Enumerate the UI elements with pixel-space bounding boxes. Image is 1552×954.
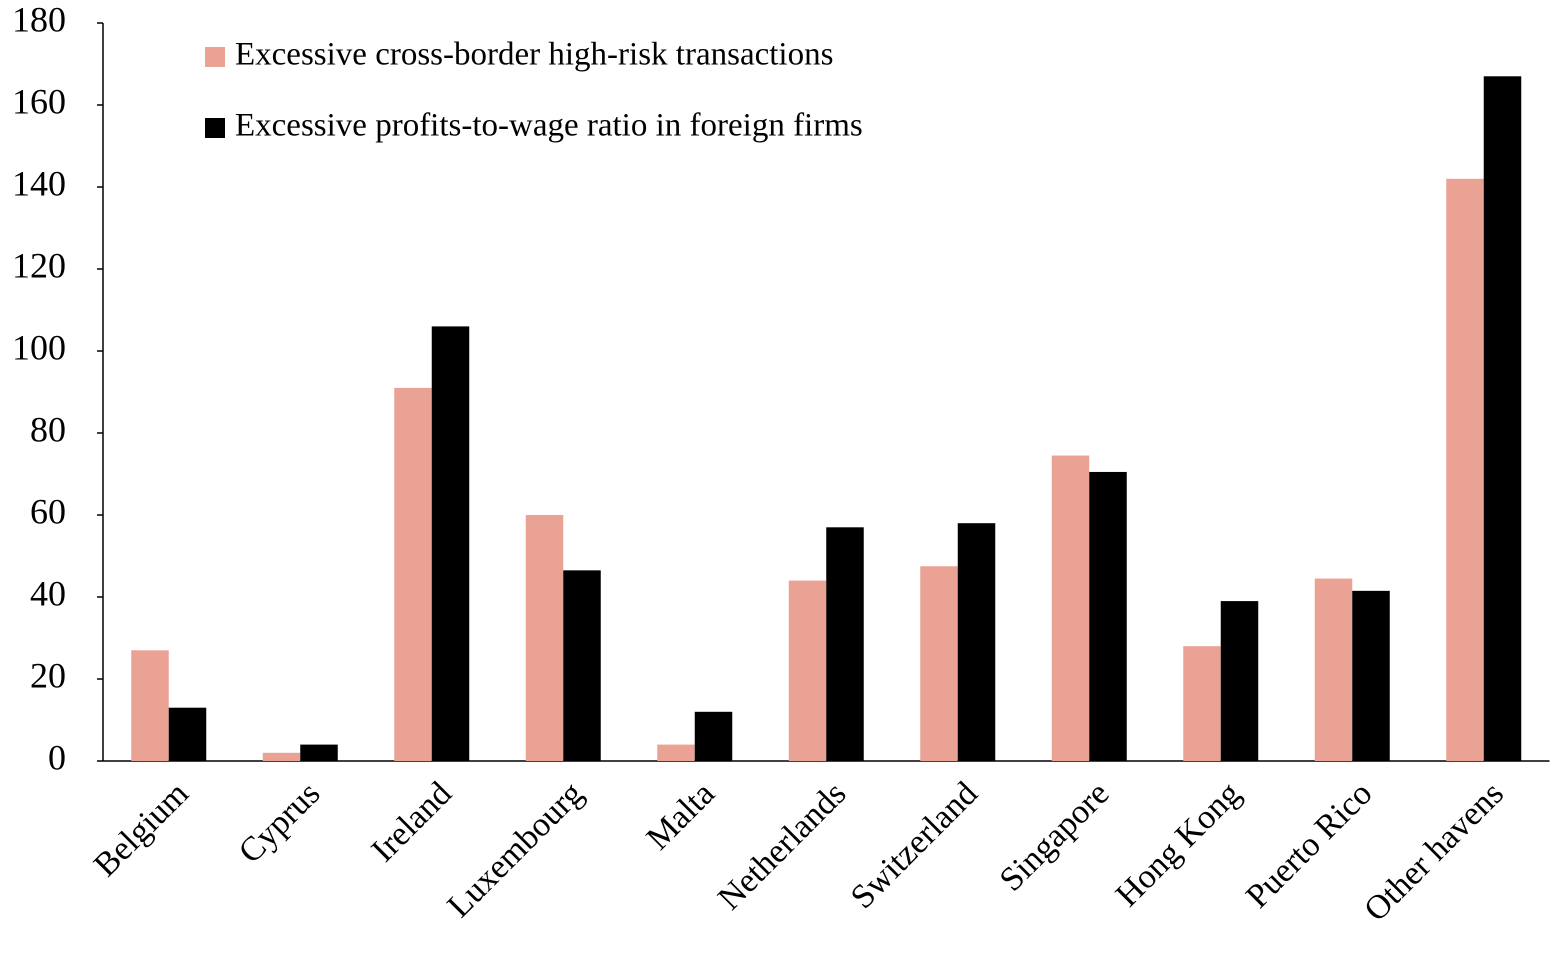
x-tick-label: Other havens [1357,775,1511,929]
bar [1089,471,1127,761]
legend-swatch [205,47,225,67]
bar [1352,590,1390,761]
bar [1314,578,1353,761]
bar [1483,76,1522,762]
x-tick-label: Puerto Rico [1239,775,1379,915]
x-tick-label: Netherlands [711,775,853,917]
bar [262,752,301,761]
y-tick-label: 160 [12,81,66,121]
y-tick-label: 20 [30,655,66,695]
y-tick-label: 0 [48,737,66,777]
y-tick-label: 140 [12,163,66,203]
x-tick-label: Cyprus [232,775,328,871]
bar [431,326,470,761]
bar [1051,455,1090,761]
bar [168,707,207,761]
bar [788,580,827,761]
legend-swatch [205,118,225,138]
legend-label: Excessive profits-to-wage ratio in forei… [235,108,863,144]
y-tick-label: 40 [30,573,66,613]
x-tick-label: Switzerland [844,775,985,916]
bar [1446,178,1484,762]
x-tick-label: Luxembourg [441,775,591,925]
bar [1183,646,1221,761]
x-tick-label: Belgium [87,775,196,884]
bar [957,523,996,761]
y-tick-label: 60 [30,491,66,531]
y-tick-label: 120 [12,245,66,285]
bar [694,711,733,761]
bar [563,570,601,761]
x-tick-label: Hong Kong [1109,775,1248,914]
bar [826,527,864,761]
x-tick-label: Malta [640,775,722,857]
bar [300,744,338,761]
bar [657,744,695,761]
bar [920,566,958,761]
bar [1220,601,1259,761]
bar [131,650,169,761]
bar [525,515,564,761]
y-tick-label: 100 [12,327,66,367]
legend-label: Excessive cross-border high-risk transac… [235,37,833,73]
y-tick-label: 180 [12,0,66,39]
bar [394,387,432,761]
x-tick-label: Singapore [993,775,1117,899]
y-tick-label: 80 [30,409,66,449]
x-tick-label: Ireland [365,775,459,869]
